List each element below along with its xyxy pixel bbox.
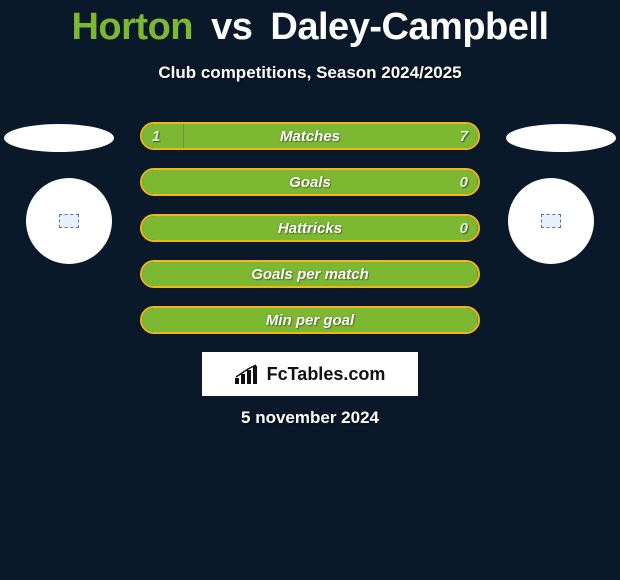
left-player-badge-ellipse [4,124,114,152]
vs-text: vs [211,6,252,48]
stat-label: Goals per match [142,262,478,286]
stat-bar: 0Hattricks [140,214,480,242]
subtitle: Club competitions, Season 2024/2025 [0,63,620,83]
brand-box: FcTables.com [202,352,418,396]
stat-label: Min per goal [142,308,478,332]
stat-label: Hattricks [142,216,478,240]
stat-bar: 17Matches [140,122,480,150]
stat-bar: Goals per match [140,260,480,288]
left-player-avatar [26,178,112,264]
stat-label: Matches [142,124,478,148]
right-player-avatar [508,178,594,264]
date-text: 5 november 2024 [0,408,620,428]
player1-name: Horton [71,6,193,48]
right-player-badge-ellipse [506,124,616,152]
left-flag-icon [59,214,79,228]
comparison-title: Horton vs Daley-Campbell [0,0,620,49]
brand-bars-icon [235,364,261,384]
stat-label: Goals [142,170,478,194]
stats-bars: 17Matches 0Goals 0Hattricks Goals per match… [140,122,480,352]
stat-bar: 0Goals [140,168,480,196]
player2-name: Daley-Campbell [270,6,548,48]
stat-bar: Min per goal [140,306,480,334]
right-flag-icon [541,214,561,228]
brand-text: FcTables.com [267,364,386,385]
